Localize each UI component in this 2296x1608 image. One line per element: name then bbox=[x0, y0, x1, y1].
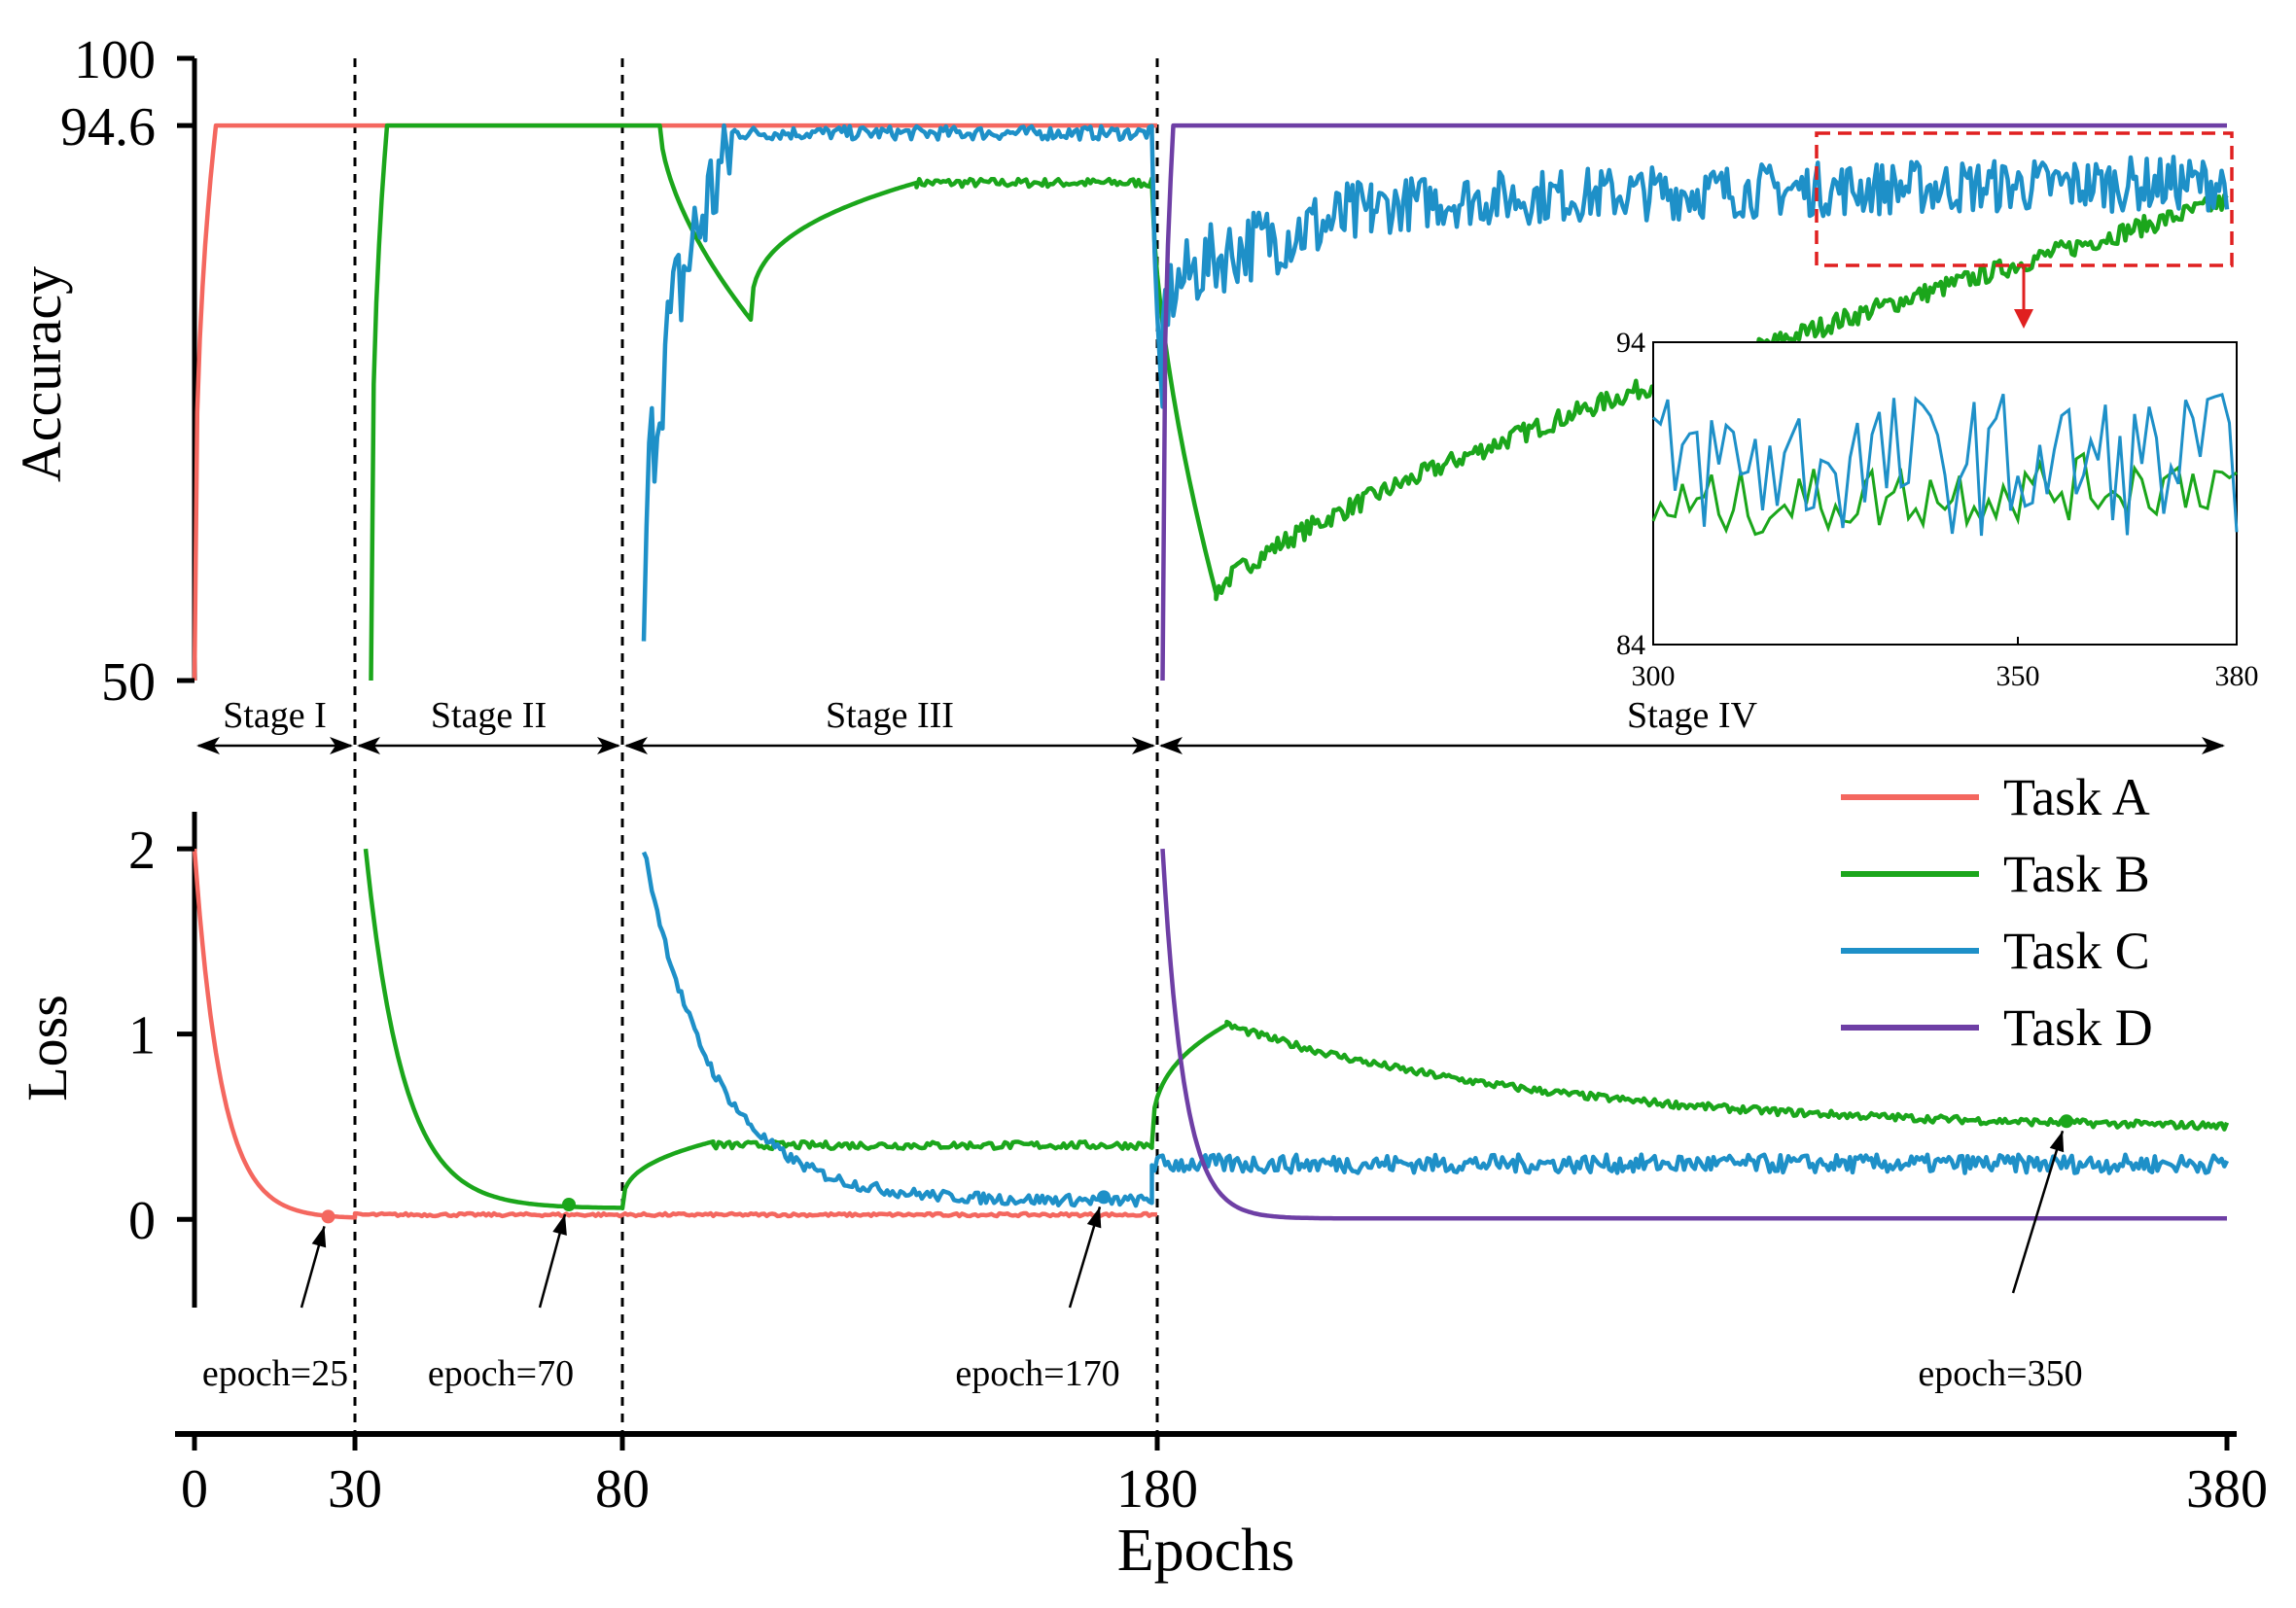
stage-label: Stage III bbox=[826, 695, 954, 736]
stage-label: Stage IV bbox=[1627, 695, 1758, 736]
inset-frame bbox=[1652, 341, 2238, 646]
acc-line-task-b bbox=[369, 122, 2229, 682]
stage-label: Stage II bbox=[431, 695, 547, 736]
loss-y-tick-label: 1 bbox=[128, 1006, 156, 1066]
acc-line-task-a bbox=[192, 122, 1157, 682]
acc-y-tick-label: 100 bbox=[74, 30, 156, 90]
inset-y-tick-label: 84 bbox=[1616, 629, 1645, 661]
stage-arrow-right bbox=[597, 737, 620, 754]
annotation-label: epoch=350 bbox=[1918, 1353, 2082, 1394]
annotation-label: epoch=25 bbox=[202, 1353, 348, 1394]
x-tick-label: 380 bbox=[2186, 1459, 2268, 1520]
loss-y-tick-label: 0 bbox=[128, 1191, 156, 1251]
inset-line-task-b bbox=[1651, 451, 2238, 537]
stage-bands: Stage I Stage II Stage III Stage IV bbox=[196, 695, 2225, 754]
tick-labels: 0 30 80 180 380 100 94.6 50 2 1 0 bbox=[60, 30, 2268, 1520]
stage-arrow-right bbox=[330, 737, 353, 754]
legend-label: Task B bbox=[2003, 845, 2150, 903]
inset-line-task-c bbox=[1652, 393, 2239, 537]
annotation-label: epoch=70 bbox=[428, 1353, 574, 1394]
stage-arrow-left bbox=[357, 737, 380, 754]
x-tick-label: 0 bbox=[181, 1459, 208, 1520]
loss-line-task-a bbox=[192, 848, 1158, 1220]
annotation-marker bbox=[321, 1209, 336, 1224]
inset-x-tick-label: 380 bbox=[2215, 660, 2259, 692]
x-tick-label: 80 bbox=[595, 1459, 650, 1520]
acc-y-tick-label: 50 bbox=[101, 652, 156, 713]
legend-label: Task C bbox=[2003, 922, 2150, 980]
acc-line-task-d bbox=[1160, 122, 2227, 682]
inset-x-tick-label: 350 bbox=[1996, 660, 2040, 692]
acc-y-tick-label: 94.6 bbox=[60, 97, 156, 157]
x-tick-label: 30 bbox=[328, 1459, 382, 1520]
stage-arrow-left bbox=[624, 737, 648, 754]
stage-arrow-right bbox=[2202, 737, 2225, 754]
acc-y-label: Accuracy bbox=[10, 266, 73, 482]
annotation-arrow-head bbox=[552, 1214, 567, 1236]
loss-lines bbox=[192, 848, 2230, 1221]
loss-line-task-c bbox=[641, 851, 2230, 1208]
annotation-marker bbox=[562, 1198, 576, 1211]
stage-label: Stage I bbox=[223, 695, 327, 736]
stage-arrow-left bbox=[1159, 737, 1183, 754]
x-axis-label: Epochs bbox=[1117, 1518, 1295, 1584]
annotation-marker bbox=[1097, 1190, 1111, 1205]
accuracy-lines bbox=[192, 122, 2230, 682]
loss-y-label: Loss bbox=[16, 995, 79, 1101]
zoom-inset: 300 350 380 94 84 bbox=[1616, 327, 2259, 692]
inset-y-tick-label: 94 bbox=[1616, 327, 1645, 359]
legend-label: Task D bbox=[2003, 998, 2153, 1057]
annotation-label: epoch=170 bbox=[955, 1353, 1119, 1394]
annotation-marker bbox=[2060, 1114, 2073, 1129]
legend: Task A Task B Task C Task D bbox=[1841, 768, 2153, 1057]
stage-arrow-left bbox=[196, 737, 220, 754]
annotation-arrow-head bbox=[311, 1226, 327, 1248]
zoom-highlight bbox=[1815, 131, 2234, 329]
annotation-arrow bbox=[2011, 1130, 2065, 1294]
epoch-annotations: epoch=25 epoch=70 epoch=170 epoch=350 bbox=[202, 1114, 2083, 1394]
acc-line-task-c bbox=[641, 122, 2230, 642]
loss-line-task-b bbox=[363, 848, 2230, 1211]
loss-line-task-d bbox=[1160, 848, 2227, 1221]
legend-label: Task A bbox=[2003, 768, 2150, 826]
annotation-arrow-head bbox=[1086, 1206, 1102, 1229]
x-tick-label: 180 bbox=[1116, 1459, 1198, 1520]
loss-y-tick-label: 2 bbox=[128, 821, 156, 881]
inset-x-tick-label: 300 bbox=[1632, 660, 1676, 692]
zoom-arrow-head bbox=[2014, 309, 2033, 329]
annotation-arrow-head bbox=[2049, 1131, 2065, 1153]
stage-arrow-right bbox=[1132, 737, 1155, 754]
